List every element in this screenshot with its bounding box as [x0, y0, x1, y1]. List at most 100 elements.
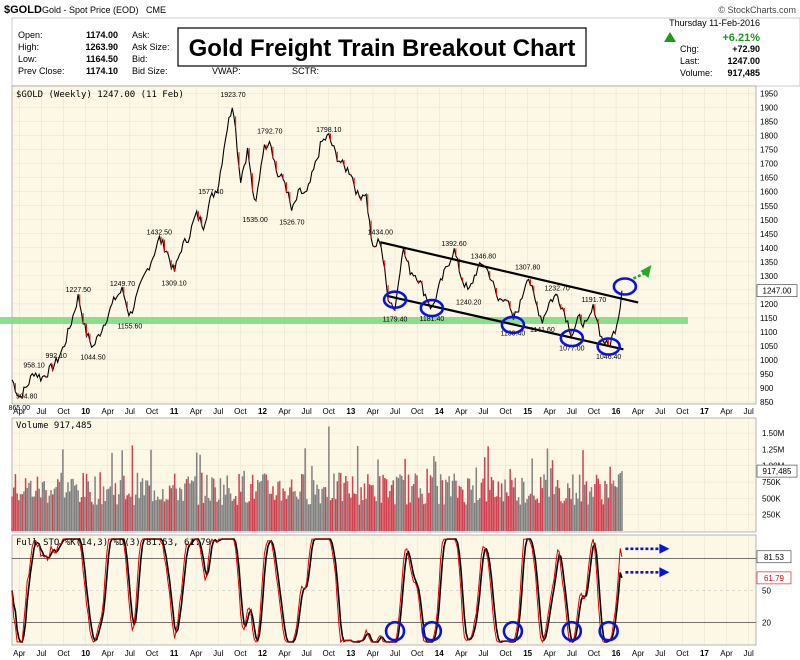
price-annotation: 1307.80 — [515, 265, 540, 272]
price-tick-label: 1450 — [760, 230, 778, 239]
volume-bar — [328, 426, 330, 531]
volume-bar — [400, 475, 403, 531]
volume-bar — [329, 500, 332, 531]
x-tick-label-top: Oct — [323, 407, 336, 416]
sto-tick-label: 20 — [762, 619, 771, 628]
volume-bar — [250, 483, 252, 531]
lower-channel-line — [387, 294, 624, 351]
price-tick-label: 950 — [760, 370, 774, 379]
volume-bar — [278, 480, 281, 531]
price-annotation: 1155.60 — [117, 323, 142, 330]
volume-bar — [195, 452, 198, 531]
volume-bar — [111, 452, 113, 531]
volume-bar — [334, 499, 337, 531]
volume-bar — [85, 473, 88, 531]
x-tick-label-bottom: 15 — [523, 649, 532, 658]
volume-bar — [416, 475, 418, 531]
volume-bar — [448, 476, 450, 531]
volume-bar — [605, 484, 608, 531]
price-tick-label: 1400 — [760, 244, 778, 253]
volume-bar — [590, 487, 593, 531]
volume-bar — [509, 469, 511, 531]
volume-bar — [175, 488, 178, 531]
volume-bar — [534, 499, 537, 531]
header-right-label: Last: — [680, 56, 700, 66]
last-d-box — [756, 571, 792, 585]
price-tick-label: 1800 — [760, 132, 778, 141]
price-annotation: 958.10 — [23, 363, 45, 370]
x-tick-label-bottom: 12 — [258, 649, 267, 658]
volume-bar — [341, 501, 344, 531]
volume-bar — [417, 497, 420, 531]
volume-bar — [236, 504, 239, 531]
volume-bar — [592, 496, 594, 531]
header-field-label: Low: — [18, 54, 37, 64]
volume-bar — [99, 472, 101, 531]
volume-bar — [133, 504, 135, 531]
volume-bar — [307, 504, 310, 531]
volume-panel-title: Volume 917,485 — [16, 421, 92, 431]
volume-bar — [317, 488, 320, 531]
volume-bar — [326, 496, 328, 531]
price-tick-label: 1150 — [760, 314, 778, 323]
volume-bar — [21, 494, 23, 531]
volume-bar — [46, 502, 49, 531]
volume-bar — [512, 487, 515, 531]
header-col3-label: VWAP: — [212, 66, 241, 76]
volume-bar — [531, 458, 533, 531]
volume-bar — [251, 474, 254, 531]
volume-bar — [506, 492, 508, 531]
x-tick-label-bottom: Oct — [411, 649, 424, 658]
volume-bar — [40, 497, 42, 531]
header-mid-label: Bid Size: — [132, 66, 168, 76]
volume-bar — [392, 480, 395, 531]
volume-bar — [539, 476, 542, 531]
volume-bar — [423, 504, 425, 531]
volume-bar — [182, 500, 184, 531]
x-tick-label-top: Apr — [13, 407, 26, 416]
price-tick-label: 1550 — [760, 202, 778, 211]
price-tick-label: 1050 — [760, 342, 778, 351]
price-annotation: 1191.70 — [582, 297, 607, 304]
volume-bar — [168, 485, 171, 531]
price-annotation: 1077.00 — [559, 345, 584, 352]
price-annotation: 1526.70 — [279, 219, 304, 226]
price-tick-label: 1650 — [760, 174, 778, 183]
volume-bar — [118, 494, 120, 531]
header-field-value: 1263.90 — [85, 42, 118, 52]
volume-bar — [356, 445, 359, 531]
volume-bar — [121, 450, 123, 531]
price-annotation: 1240.20 — [456, 300, 481, 307]
upper-channel-line — [380, 241, 639, 304]
volume-bar — [104, 500, 106, 531]
volume-bar — [179, 487, 181, 531]
volume-bar — [33, 496, 35, 531]
volume-bar — [75, 484, 78, 531]
volume-bar — [143, 495, 145, 531]
volume-bar — [375, 501, 378, 531]
volume-bar — [292, 491, 295, 531]
x-tick-label-bottom: Oct — [676, 649, 689, 658]
vol-tick-label: 750K — [762, 478, 781, 487]
volume-bar — [136, 472, 139, 531]
volume-bar — [116, 504, 118, 531]
volume-bar — [129, 496, 132, 531]
banner-box — [177, 27, 587, 67]
last-volume-box — [756, 464, 798, 478]
volume-bar — [339, 472, 342, 531]
sto-panel — [11, 534, 757, 646]
price-tick-label: 1600 — [760, 188, 778, 197]
volume-bar — [194, 476, 196, 531]
x-tick-label-top: Apr — [544, 407, 557, 416]
volume-bar — [282, 488, 284, 531]
ticker-exchange: CME — [146, 5, 166, 15]
header-field-label: Open: — [18, 30, 43, 40]
volume-bar — [500, 483, 503, 531]
volume-bar — [482, 478, 484, 531]
sto-oversold-circle — [598, 620, 619, 642]
volume-bar — [419, 488, 422, 531]
volume-bar — [567, 483, 569, 531]
volume-bar — [258, 482, 261, 531]
sto-oversold-circle — [561, 620, 583, 642]
volume-bar — [234, 496, 237, 531]
